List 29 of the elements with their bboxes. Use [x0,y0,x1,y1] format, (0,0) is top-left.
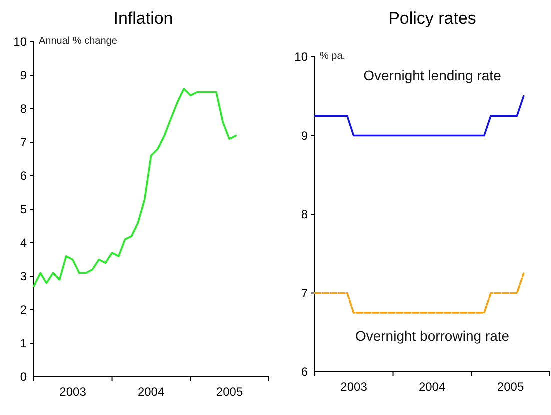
y-tick-label: 9 [20,68,28,82]
x-tick-label: 2004 [138,385,165,399]
y-tick-label: 5 [20,202,28,216]
x-tick-label: 2005 [497,380,524,394]
chart-title: Inflation [114,9,174,28]
y-tick-label: 4 [20,236,28,250]
y-tick-label: 10 [294,50,308,64]
line-series [33,88,238,288]
y-tick-label: 8 [301,208,308,222]
x-tick-label: 2003 [340,380,368,394]
y-tick-label: 0 [20,370,28,384]
y-tick-label: 6 [20,169,28,183]
y-tick-label: 6 [301,365,308,379]
x-tick-label: 2004 [418,380,446,394]
y-tick-label: 8 [20,102,28,116]
y-tick-label: 10 [14,35,28,49]
series-label: Overnight lending rate [364,67,502,84]
chart-title: Policy rates [388,9,476,28]
series-label: Overnight borrowing rate [355,328,510,344]
x-tick-label: 2005 [216,385,244,399]
y-axis-title: % pa. [320,51,346,62]
x-tick-label: 2003 [60,385,87,399]
y-tick-label: 9 [301,128,308,143]
y-tick-label: 7 [20,136,28,150]
y-axis-title: Annual % change [39,36,118,47]
y-tick-label: 3 [20,270,28,284]
y-tick-label: 1 [20,336,28,350]
y-tick-label: 7 [301,286,308,300]
y-tick-label: 2 [20,303,28,317]
